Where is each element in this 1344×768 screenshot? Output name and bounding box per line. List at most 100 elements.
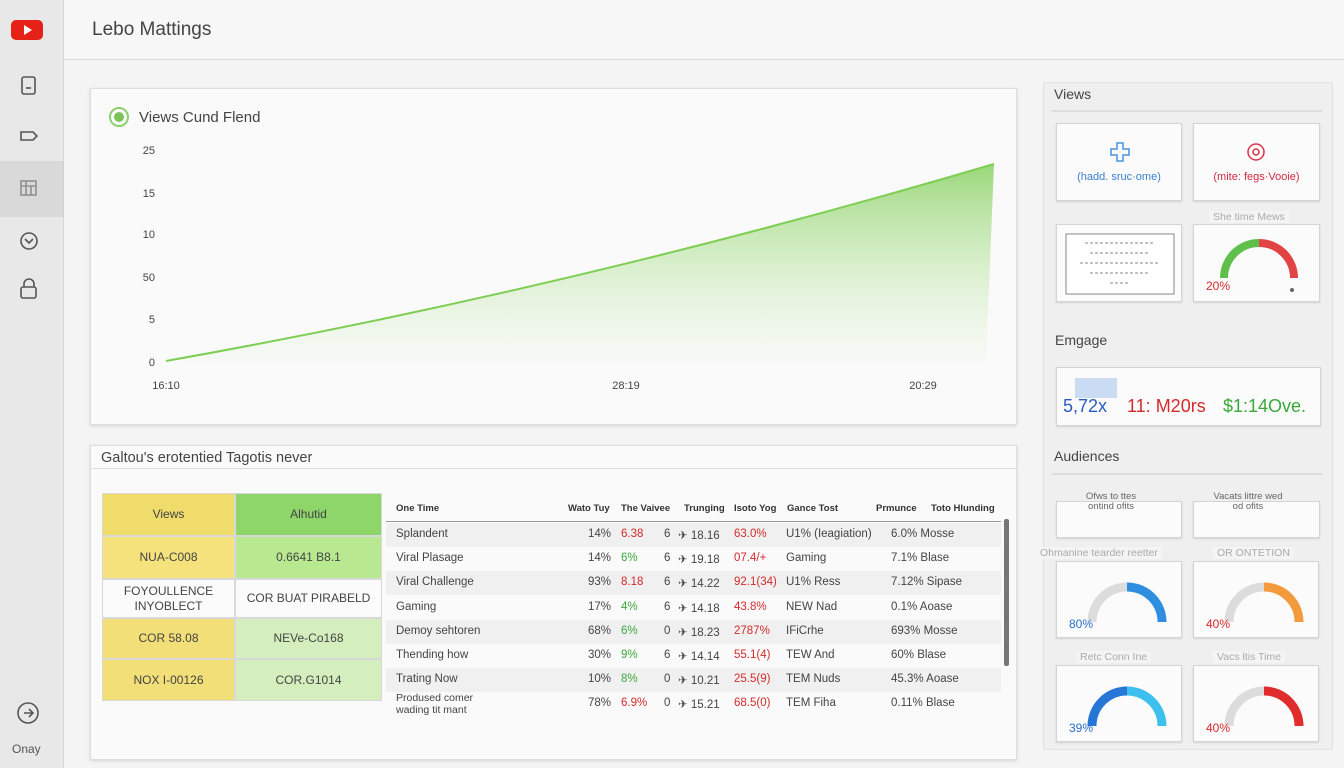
gauge-label: Ohmanine tearder reetter: [1036, 547, 1162, 559]
section-title: Views: [1054, 86, 1092, 102]
table-cell: 55.1(4): [734, 649, 771, 661]
x-axis-label: 20:29: [909, 380, 937, 392]
row-bg: [386, 619, 1001, 644]
table-cell: Prodused comer wading tit mant: [396, 692, 474, 717]
table-cell: 9%: [621, 649, 638, 661]
y-axis-label: 25: [143, 145, 155, 157]
table-cell: 6: [664, 576, 671, 589]
table-cell: 0: [664, 624, 671, 637]
trend-table: One Time Wato Tuy The Vaivee Trunging Isoto …: [386, 503, 1006, 733]
grid-cell: NOX I-00126: [102, 659, 235, 701]
divider: [1052, 110, 1322, 112]
gauge-track: [1224, 686, 1265, 727]
table-cell: 6: [664, 552, 671, 565]
table-header: Toto Hlunding: [931, 503, 995, 514]
header-rule: [386, 521, 1001, 522]
area: [166, 164, 994, 361]
gauge-value: 20%: [1206, 279, 1231, 293]
gauge-value: 39%: [1069, 721, 1094, 735]
gauge-arc: [1126, 582, 1167, 623]
views-chart-card: 25 15 10 50 5 0 16:10 28:19 20:29 Views Cund Fle…: [90, 88, 1017, 425]
section-title: Emgage: [1055, 332, 1108, 348]
table-cell: 68%: [587, 624, 611, 637]
table-cell: ✈ 14.22: [678, 578, 720, 591]
audience-card: Ofws to ttes ontind ofits: [1056, 492, 1182, 538]
gauge-arc: [1263, 582, 1304, 623]
table-cell: 6: [664, 649, 671, 661]
x-axis-label: 16:10: [152, 380, 180, 392]
row-bg: [386, 571, 1001, 596]
table-cell: 7.12% Sipase: [891, 576, 962, 589]
scrollbar[interactable]: [1004, 519, 1009, 666]
grid-header: Alhutid: [235, 493, 382, 536]
table-cell: ✈ 18.23: [678, 626, 720, 639]
gauge-value: 80%: [1069, 617, 1094, 631]
table-cell: U1% Ress: [786, 576, 841, 589]
add-card[interactable]: (hadd. sruc·ome): [1056, 123, 1182, 201]
row-bg: [386, 668, 1001, 693]
highlight: [1075, 378, 1117, 398]
engage-stat: $1:14Ove.: [1223, 396, 1307, 416]
table-cell: ✈ 15.21: [678, 699, 720, 712]
header: Lebo Mattings: [64, 0, 1344, 60]
table-header: The Vaivee: [621, 503, 671, 514]
table-cell: 0: [664, 697, 671, 710]
right-panel: Views (hadd. sruc·ome) (mite: fegs·Vooie…: [1036, 82, 1333, 750]
table-cell: 6%: [621, 624, 638, 637]
gauge: [1087, 686, 1167, 727]
table-cell: Thending how: [396, 649, 469, 661]
table-cell: 0.1% Aoase: [891, 600, 953, 613]
table-cell: IFiCrhe: [786, 624, 824, 637]
gauge-label: She time Mews: [1209, 211, 1289, 223]
gauge: [1224, 582, 1304, 623]
y-axis-label: 10: [143, 229, 155, 241]
table-cell: Gaming: [396, 600, 437, 613]
table-cell: 6: [664, 600, 671, 613]
section-title: Audiences: [1054, 448, 1120, 464]
table-cell: 92.1(34): [734, 576, 777, 589]
color-grid: Views Alhutid NUA-C008 0.6641 B8.1 FOYOULLEN…: [102, 493, 382, 701]
table-cell: 4%: [621, 600, 638, 613]
engage-stat: 11: M20rs: [1127, 396, 1206, 416]
divider: [91, 468, 1018, 469]
grid-cell: COR.G1014: [235, 659, 382, 701]
tags-title: Galtou's erotentied Tagotis never: [101, 450, 313, 466]
table-cell: U1% (Ieagiation): [786, 528, 872, 540]
gauge-track: [1087, 686, 1128, 727]
table-cell: 14%: [587, 528, 611, 540]
table-cell: 60% Blase: [891, 649, 946, 661]
table-cell: ✈ 10.21: [678, 675, 720, 688]
gauge-card: 39%: [1056, 665, 1182, 742]
table-cell: 78%: [587, 697, 611, 710]
app-title: Lebo Mattings: [92, 19, 212, 40]
y-axis-label: 50: [143, 272, 155, 284]
grid-cell: NUA-C008: [102, 536, 235, 579]
exit-icon[interactable]: [16, 701, 40, 725]
table-cell: TEW And: [786, 649, 835, 661]
table-cell: 6%: [621, 552, 638, 565]
table-cell: Viral Plasage: [396, 552, 464, 565]
gauge-arc: [1263, 686, 1304, 727]
grid-cell: COR 58.08: [102, 618, 235, 659]
gauge-track: [1087, 582, 1128, 623]
table-cell: 6.9%: [621, 697, 648, 710]
logo[interactable]: [11, 20, 43, 40]
table-cell: TEM Fiha: [786, 697, 836, 710]
table-cell: ✈ 14.18: [678, 602, 720, 615]
table-cell: 25.5(9): [734, 673, 771, 686]
grid-cell: NEVe-Co168: [235, 618, 382, 659]
table-cell: 45.3% Aoase: [891, 673, 959, 686]
mute-card[interactable]: (mite: fegs·Vooie): [1193, 123, 1320, 201]
table-cell: 63.0%: [734, 528, 767, 540]
audience-card-text: Vacats littre wed od ofits: [1213, 491, 1283, 512]
gauge: [1087, 582, 1167, 623]
table-cell: 0.11% Blase: [891, 697, 955, 710]
engage-stat: 5,72x: [1063, 396, 1108, 416]
table-cell: 6.38: [621, 528, 644, 540]
table-cell: 0: [664, 673, 671, 686]
gauge: [1224, 686, 1304, 727]
nav-active: [0, 161, 64, 217]
table-cell: 43.8%: [734, 600, 767, 613]
table-header: Isoto Yog: [734, 503, 777, 514]
y-axis-label: 15: [143, 188, 155, 200]
